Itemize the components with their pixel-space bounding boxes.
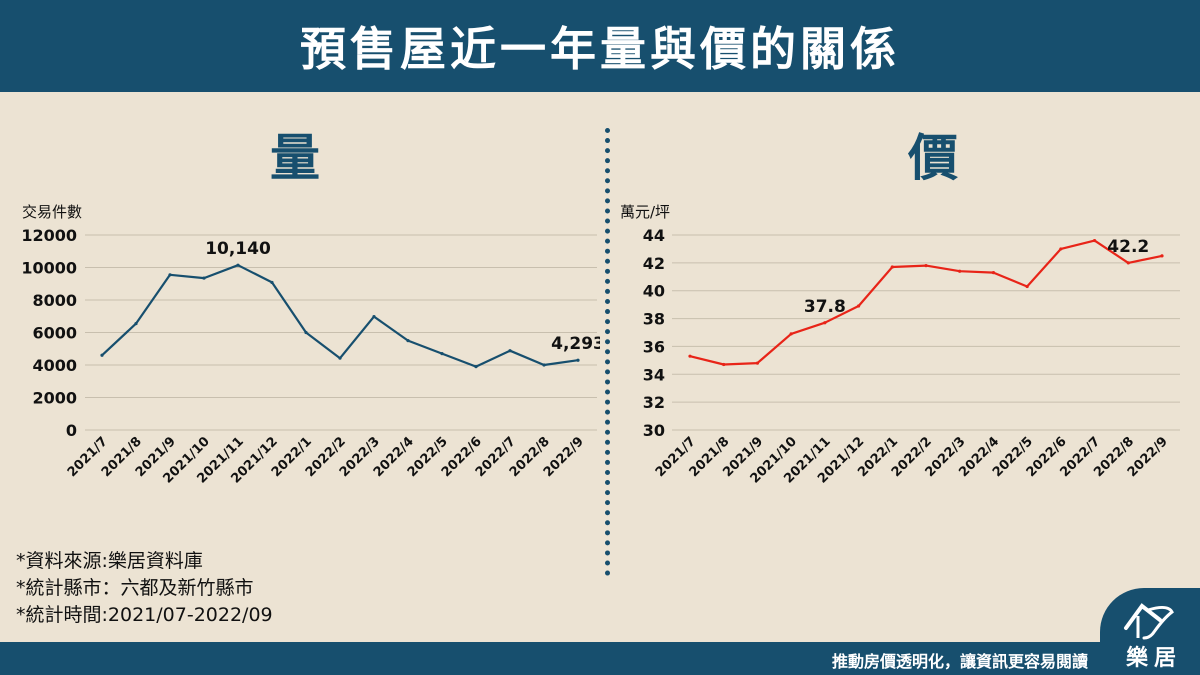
price-data-point	[1059, 247, 1063, 251]
volume-data-point	[134, 321, 138, 326]
footer-bar: 推動房價透明化，讓資訊更容易閱讀	[0, 642, 1200, 675]
price-data-point	[722, 362, 726, 367]
volume-y-tick-label: 8000	[32, 291, 77, 310]
price-data-point	[958, 269, 962, 273]
price-data-point	[755, 361, 760, 365]
volume-y-tick-label: 0	[66, 421, 77, 440]
price-section-title: 價	[908, 129, 958, 187]
volume-data-point	[576, 358, 580, 362]
volume-data-point	[474, 365, 478, 369]
volume-data-point	[270, 280, 274, 285]
price-data-point	[1126, 261, 1130, 265]
footer-slogan: 推動房價透明化，讓資訊更容易閱讀	[831, 652, 1088, 671]
volume-data-point	[440, 352, 444, 356]
price-data-point	[1160, 254, 1164, 258]
volume-y-axis-label: 交易件數	[22, 203, 82, 221]
volume-data-point	[508, 349, 512, 353]
note-source: *資料來源:樂居資料庫	[16, 550, 203, 572]
volume-data-label: 4,293	[551, 334, 600, 354]
price-y-tick-label: 38	[643, 310, 665, 329]
price-line-chart: 萬元/坪30323436384042442021/72021/82021/920…	[620, 203, 1180, 487]
brand-logo: 樂居	[1100, 588, 1200, 675]
volume-data-point	[236, 263, 240, 267]
volume-y-tick-label: 10000	[21, 259, 77, 278]
note-period: *統計時間:2021/07-2022/09	[16, 604, 273, 626]
price-data-point	[991, 271, 996, 275]
price-y-tick-label: 42	[643, 254, 665, 273]
volume-data-point	[406, 339, 410, 343]
volume-data-point	[372, 314, 376, 319]
price-data-point	[890, 265, 894, 269]
volume-y-tick-label: 6000	[32, 324, 77, 343]
price-data-point	[1025, 284, 1029, 289]
price-data-label: 37.8	[804, 297, 846, 317]
volume-y-tick-label: 2000	[32, 389, 77, 408]
price-data-label: 42.2	[1107, 237, 1149, 257]
price-data-point	[823, 321, 827, 325]
note-regions: *統計縣市：六都及新竹縣市	[16, 577, 254, 599]
volume-data-label: 10,140	[205, 239, 271, 259]
volume-y-tick-label: 4000	[32, 356, 77, 375]
house-logo-icon	[1124, 603, 1174, 640]
price-data-point	[1092, 238, 1097, 243]
price-data-point	[789, 332, 793, 336]
header-banner: 預售屋近一年量與價的關係	[0, 0, 1200, 92]
price-y-tick-label: 40	[643, 282, 665, 301]
source-notes: *資料來源:樂居資料庫 *統計縣市：六都及新竹縣市 *統計時間:2021/07-…	[16, 548, 273, 629]
volume-section-title: 量	[270, 129, 320, 187]
volume-data-point	[168, 273, 172, 277]
section-divider	[605, 128, 610, 576]
price-y-tick-label: 32	[643, 393, 665, 412]
volume-data-point	[202, 276, 206, 280]
volume-data-point	[542, 363, 546, 367]
volume-series-line	[101, 264, 579, 368]
price-y-tick-label: 44	[643, 226, 665, 245]
volume-data-point	[338, 356, 342, 360]
brand-name: 樂居	[1126, 646, 1183, 671]
price-y-tick-label: 34	[643, 365, 665, 384]
price-y-axis-label: 萬元/坪	[620, 203, 670, 221]
price-series-line	[689, 239, 1163, 366]
volume-data-point	[100, 353, 104, 357]
price-y-tick-label: 30	[643, 421, 665, 440]
volume-line-chart: 交易件數0200040006000800010000120002021/7202…	[21, 203, 600, 487]
page-title: 預售屋近一年量與價的關係	[300, 22, 900, 76]
volume-y-tick-label: 12000	[21, 226, 77, 245]
price-data-point	[856, 304, 861, 308]
price-data-point	[688, 354, 692, 358]
volume-data-point	[304, 330, 308, 335]
price-y-tick-label: 36	[643, 337, 665, 356]
price-data-point	[924, 264, 928, 268]
